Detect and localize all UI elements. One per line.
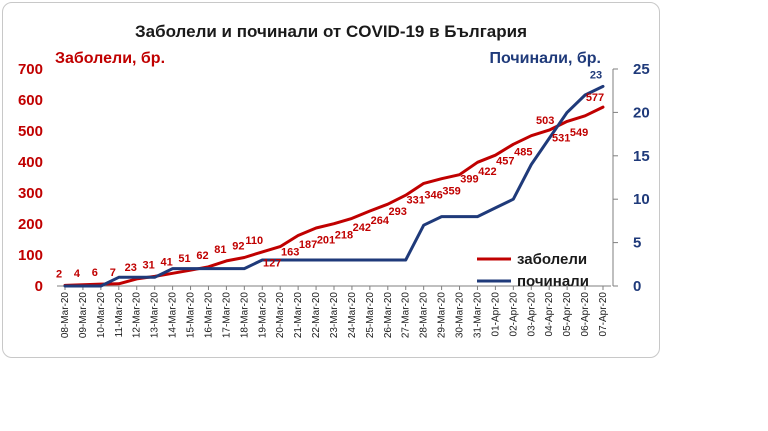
x-tick-label: 23-Mar-20 [329,292,340,339]
x-tick-label: 06-Apr-20 [580,292,591,337]
x-tick-label: 03-Apr-20 [526,292,537,337]
left-tick-label: 500 [18,123,43,140]
cases-data-label: 346 [424,190,442,202]
cases-data-label: 531 [552,132,570,144]
cases-data-label: 503 [536,115,554,127]
right-tick-label: 20 [633,104,650,121]
left-tick-label: 600 [18,92,43,109]
left-tick-label: 300 [18,185,43,202]
x-tick-label: 10-Mar-20 [96,292,107,339]
x-tick-label: 21-Mar-20 [293,292,304,339]
cases-data-label: 127 [263,258,281,270]
x-tick-label: 15-Mar-20 [186,292,197,339]
x-tick-label: 07-Apr-20 [598,292,609,337]
x-tick-label: 16-Mar-20 [203,292,214,339]
cases-data-label: 163 [281,246,299,258]
left-tick-label: 0 [35,278,43,295]
right-tick-label: 25 [633,61,650,78]
x-tick-label: 02-Apr-20 [508,292,519,337]
series-line-deaths [63,84,605,288]
cases-data-label: 218 [335,229,353,241]
left-axis-title: Заболели, бр. [55,50,165,67]
cases-data-label: 201 [317,235,335,247]
cases-data-label: 92 [232,240,244,252]
x-tick-label: 24-Mar-20 [347,292,358,339]
x-tick-label: 04-Apr-20 [544,292,555,337]
left-tick-label: 200 [18,216,43,233]
legend-cases-label: заболели [517,251,587,268]
x-tick-label: 31-Mar-20 [472,292,483,339]
left-axis-ticks: 0 100 200 300 400 500 600 700 [18,61,43,295]
right-tick-label: 15 [633,148,650,165]
x-tick-label: 26-Mar-20 [383,292,394,339]
left-tick-label: 400 [18,154,43,171]
cases-data-label: 242 [353,222,371,234]
x-tick-label: 11-Mar-20 [114,292,125,338]
cases-data-label: 4 [74,268,81,280]
x-tick-label: 25-Mar-20 [365,292,376,339]
right-tick-label: 5 [633,235,641,252]
legend: заболели починали [477,251,589,290]
x-axis: 08-Mar-20 09-Mar-20 10-Mar-20 11-Mar-20 12-M… [57,285,611,339]
cases-data-label: 6 [92,267,98,279]
chart-svg: Заболели и починали от COVID-19 в Българ… [18,22,650,339]
x-tick-label: 30-Mar-20 [455,292,466,339]
x-tick-label: 05-Apr-20 [562,292,573,337]
cases-data-label: 331 [406,194,424,206]
x-tick-label: 22-Mar-20 [311,292,322,339]
left-tick-label: 700 [18,61,43,78]
cases-data-label: 187 [299,239,317,251]
x-tick-label: 27-Mar-20 [401,292,412,339]
cases-data-label: 264 [371,215,390,227]
x-tick-label: 29-Mar-20 [437,292,448,339]
cases-data-label: 577 [586,92,604,104]
cases-data-label: 549 [570,127,588,139]
chart-title: Заболели и починали от COVID-19 в Българ… [135,22,527,41]
cases-data-label: 2 [56,268,62,280]
cases-data-label: 31 [143,259,155,271]
cases-data-label: 110 [245,235,263,247]
cases-data-label: 62 [196,250,208,262]
cases-data-label: 422 [478,166,496,178]
series-lines [63,84,605,288]
x-tick-label: 18-Mar-20 [239,292,250,339]
cases-data-label: 23 [125,262,137,274]
cases-data-label: 457 [496,155,514,167]
x-tick-label: 12-Mar-20 [132,292,143,339]
x-tick-label: 17-Mar-20 [221,292,232,339]
right-tick-label: 10 [633,191,650,208]
right-axis-ticks: 0 5 10 15 20 25 [612,61,650,295]
left-tick-label: 100 [18,247,43,264]
x-tick-label: 28-Mar-20 [419,292,430,339]
deaths-data-label: 23 [590,69,602,81]
cases-data-label: 81 [214,244,226,256]
cases-data-label: 399 [460,173,478,185]
x-tick-label: 14-Mar-20 [168,292,179,339]
right-axis-title: Починали, бр. [489,50,601,67]
x-tick-label: 13-Mar-20 [150,292,161,339]
right-tick-label: 0 [633,278,641,295]
cases-data-label: 51 [178,253,190,265]
x-tick-label: 19-Mar-20 [257,292,268,339]
cases-data-label: 485 [514,147,532,159]
cases-data-label: 41 [160,256,172,268]
x-tick-label: 09-Mar-20 [78,292,89,339]
cases-data-label: 359 [442,186,460,198]
cases-data-label: 7 [110,267,116,279]
x-tick-label: 01-Apr-20 [490,292,501,337]
chart-frame: Заболели и починали от COVID-19 в Българ… [2,2,660,358]
cases-data-label: 293 [389,206,407,218]
x-tick-label: 08-Mar-20 [60,292,71,339]
x-tick-label: 20-Mar-20 [275,292,286,339]
legend-deaths-label: починали [517,273,589,290]
